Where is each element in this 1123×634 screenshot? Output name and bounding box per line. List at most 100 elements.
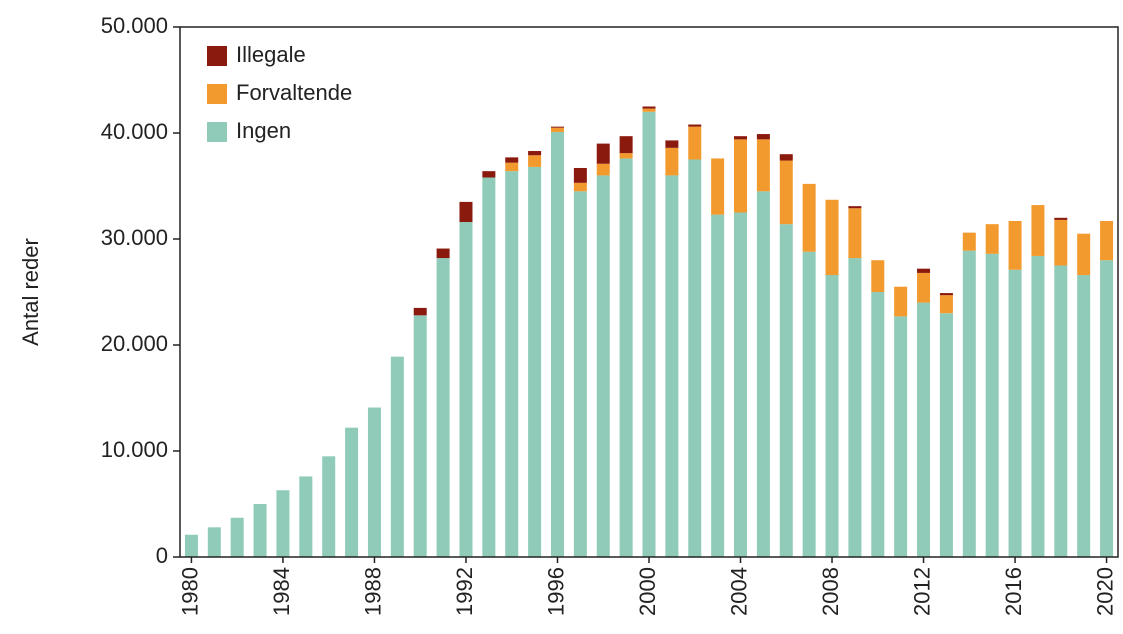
bar-segment xyxy=(825,275,839,557)
bar-segment xyxy=(848,258,862,557)
bar-segment xyxy=(390,356,404,557)
y-tick-label: 40.000 xyxy=(101,119,168,144)
x-tick-label: 2012 xyxy=(909,567,934,616)
bar-segment xyxy=(802,251,816,557)
bar-segment xyxy=(322,456,336,557)
bar-segment xyxy=(367,407,381,557)
bar-segment xyxy=(642,106,656,109)
bar-segment xyxy=(505,157,519,163)
bar-segment xyxy=(619,158,633,557)
bar-segment xyxy=(642,111,656,558)
legend-label: Illegale xyxy=(236,42,306,67)
bar-segment xyxy=(665,147,679,176)
bar-segment xyxy=(1077,233,1091,276)
x-tick-label: 2000 xyxy=(635,567,660,616)
bar-segment xyxy=(939,293,953,296)
bar-segment xyxy=(894,316,908,557)
bar-segment xyxy=(573,167,587,183)
bar-segment xyxy=(505,162,519,172)
bar-segment xyxy=(734,212,748,557)
bar-segment xyxy=(1008,269,1022,557)
bar-segment xyxy=(528,166,542,558)
bar-segment xyxy=(550,131,564,557)
bar-segment xyxy=(528,151,542,156)
bar-segment xyxy=(939,295,953,314)
bar-segment xyxy=(1100,220,1114,261)
bar-segment xyxy=(413,307,427,316)
legend-swatch xyxy=(207,84,227,104)
bar-segment xyxy=(779,224,793,557)
legend-swatch xyxy=(207,46,227,66)
y-tick-label: 20.000 xyxy=(101,331,168,356)
bar-segment xyxy=(962,250,976,557)
bar-segment xyxy=(184,534,198,557)
bar-segment xyxy=(917,302,931,557)
x-tick-label: 1980 xyxy=(177,567,202,616)
bar-segment xyxy=(1031,205,1045,256)
y-tick-label: 0 xyxy=(156,543,168,568)
x-tick-label: 1992 xyxy=(452,567,477,616)
bar-segment xyxy=(962,232,976,251)
bar-segment xyxy=(550,126,564,128)
bar-segment xyxy=(619,153,633,159)
bar-segment xyxy=(939,313,953,557)
bar-segment xyxy=(779,154,793,161)
y-axis-label: Antal reder xyxy=(18,238,43,346)
bar-segment xyxy=(985,224,999,254)
bar-segment xyxy=(985,253,999,557)
bar-segment xyxy=(871,260,885,292)
bar-segment xyxy=(482,171,496,178)
bar-segment xyxy=(1008,220,1022,270)
bar-segment xyxy=(756,139,770,192)
bar-segment xyxy=(642,108,656,112)
bar-segment xyxy=(436,248,450,259)
y-tick-label: 50.000 xyxy=(101,13,168,38)
legend-swatch xyxy=(207,122,227,142)
bar-segment xyxy=(573,182,587,192)
bar-segment xyxy=(848,206,862,209)
bar-segment xyxy=(619,136,633,154)
bar-segment xyxy=(917,268,931,273)
x-tick-label: 1988 xyxy=(360,567,385,616)
bar-segment xyxy=(894,286,908,317)
bar-segment xyxy=(825,199,839,276)
bar-segment xyxy=(528,155,542,167)
bar-segment xyxy=(711,214,725,557)
plot-frame xyxy=(179,26,1119,558)
bar-segment xyxy=(573,191,587,558)
bar-segment xyxy=(413,315,427,557)
bar-segment xyxy=(734,139,748,213)
x-tick-label: 1996 xyxy=(543,567,568,616)
bar-segment xyxy=(1054,219,1068,266)
bar-segment xyxy=(207,527,221,557)
x-tick-label: 2008 xyxy=(818,567,843,616)
bar-segment xyxy=(711,158,725,215)
bar-segment xyxy=(665,140,679,148)
bar-segment xyxy=(482,177,496,557)
x-tick-label: 1984 xyxy=(269,567,294,616)
bar-segment xyxy=(1031,255,1045,557)
x-tick-label: 2020 xyxy=(1092,567,1117,616)
bar-segment xyxy=(779,160,793,225)
bar-segment xyxy=(688,126,702,160)
bar-segment xyxy=(1054,217,1068,220)
bar-segment xyxy=(436,258,450,557)
bar-segment xyxy=(505,171,519,557)
x-tick-label: 2016 xyxy=(1001,567,1026,616)
x-tick-label: 2004 xyxy=(726,567,751,616)
legend-label: Ingen xyxy=(236,118,291,143)
bar-segment xyxy=(596,143,610,164)
bar-segment xyxy=(688,159,702,557)
bar-segment xyxy=(230,517,244,557)
bar-segment xyxy=(917,272,931,303)
bar-segment xyxy=(345,427,359,557)
y-tick-label: 30.000 xyxy=(101,225,168,250)
bar-segment xyxy=(459,201,473,223)
bar-segment xyxy=(802,183,816,252)
bar-segment xyxy=(1077,275,1091,557)
bar-segment xyxy=(1054,265,1068,557)
bar-segment xyxy=(734,136,748,140)
bar-segment xyxy=(756,134,770,140)
bar-segment xyxy=(848,208,862,259)
